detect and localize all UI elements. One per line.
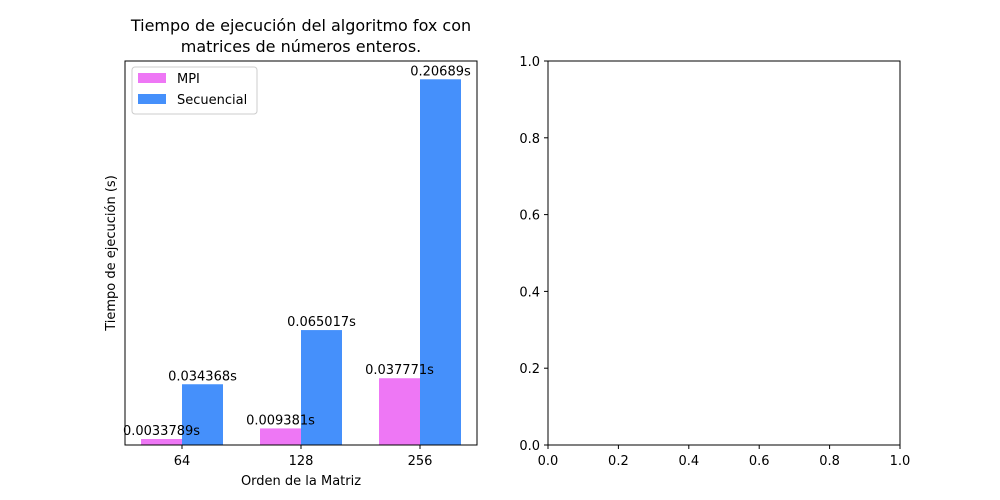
empty-x-tick-label: 0.2: [608, 454, 629, 469]
data-label-secuencial-64: 0.034368s: [168, 369, 237, 384]
data-label-mpi-256: 0.037771s: [365, 363, 434, 378]
empty-x-tick-label: 0.8: [819, 454, 840, 469]
data-label-secuencial-256: 0.20689s: [410, 64, 471, 79]
legend-swatch-mpi: [138, 73, 166, 83]
legend-label-mpi: MPI: [177, 72, 200, 87]
legend: MPI Secuencial: [131, 66, 258, 115]
data-label-mpi-128: 0.009381s: [246, 413, 315, 428]
empty-y-tick-label: 0.4: [519, 285, 540, 300]
data-label-mpi-64: 0.0033789s: [123, 424, 200, 439]
data-label-secuencial-128: 0.065017s: [287, 315, 356, 330]
bar-labels-layer: 0.0033789s 0.034368s 0.009381s 0.065017s 0.0…: [123, 64, 471, 439]
bar-mpi-64: [141, 439, 182, 445]
empty-axes: 0.0 0.2 0.4 0.6 0.8 1.0 0.0 0.2 0.4 0.6 0.8 1.0: [519, 55, 910, 469]
x-axis-label: Orden de la Matriz: [241, 474, 361, 489]
empty-x-tick-label: 0.6: [749, 454, 770, 469]
x-axis-ticks: 64 128 256: [174, 445, 433, 469]
empty-plot-frame: [547, 60, 901, 446]
empty-y-tick-label: 0.0: [519, 439, 540, 454]
empty-x-axis-ticks: 0.0 0.2 0.4 0.6 0.8 1.0: [538, 445, 911, 469]
chart-title-line-2: matrices de números enteros.: [181, 37, 422, 56]
bar-chart: Tiempo de ejecución del algoritmo fox co…: [104, 16, 478, 489]
bar-mpi-128: [260, 428, 301, 445]
bar-mpi-256: [379, 378, 420, 445]
x-tick-label-128: 128: [289, 454, 314, 469]
x-tick-label-64: 64: [174, 454, 191, 469]
bar-secuencial-256: [420, 79, 461, 445]
empty-y-tick-label: 0.2: [519, 362, 540, 377]
bar-secuencial-128: [301, 330, 342, 445]
empty-y-tick-label: 1.0: [519, 55, 540, 70]
empty-x-tick-label: 1.0: [890, 454, 911, 469]
empty-x-tick-label: 0.4: [678, 454, 699, 469]
bars-layer: [141, 79, 461, 445]
empty-x-tick-label: 0.0: [538, 454, 559, 469]
bar-secuencial-64: [182, 384, 223, 445]
y-axis-label: Tiempo de ejecución (s): [104, 175, 119, 332]
legend-label-secuencial: Secuencial: [177, 93, 247, 108]
empty-y-axis-ticks: 0.0 0.2 0.4 0.6 0.8 1.0: [519, 55, 548, 454]
empty-y-tick-label: 0.6: [519, 209, 540, 224]
legend-swatch-secuencial: [138, 94, 166, 104]
chart-title-line-1: Tiempo de ejecución del algoritmo fox co…: [130, 16, 471, 35]
x-tick-label-256: 256: [408, 454, 433, 469]
empty-y-tick-label: 0.8: [519, 132, 540, 147]
plot-area-frame: [124, 60, 478, 446]
